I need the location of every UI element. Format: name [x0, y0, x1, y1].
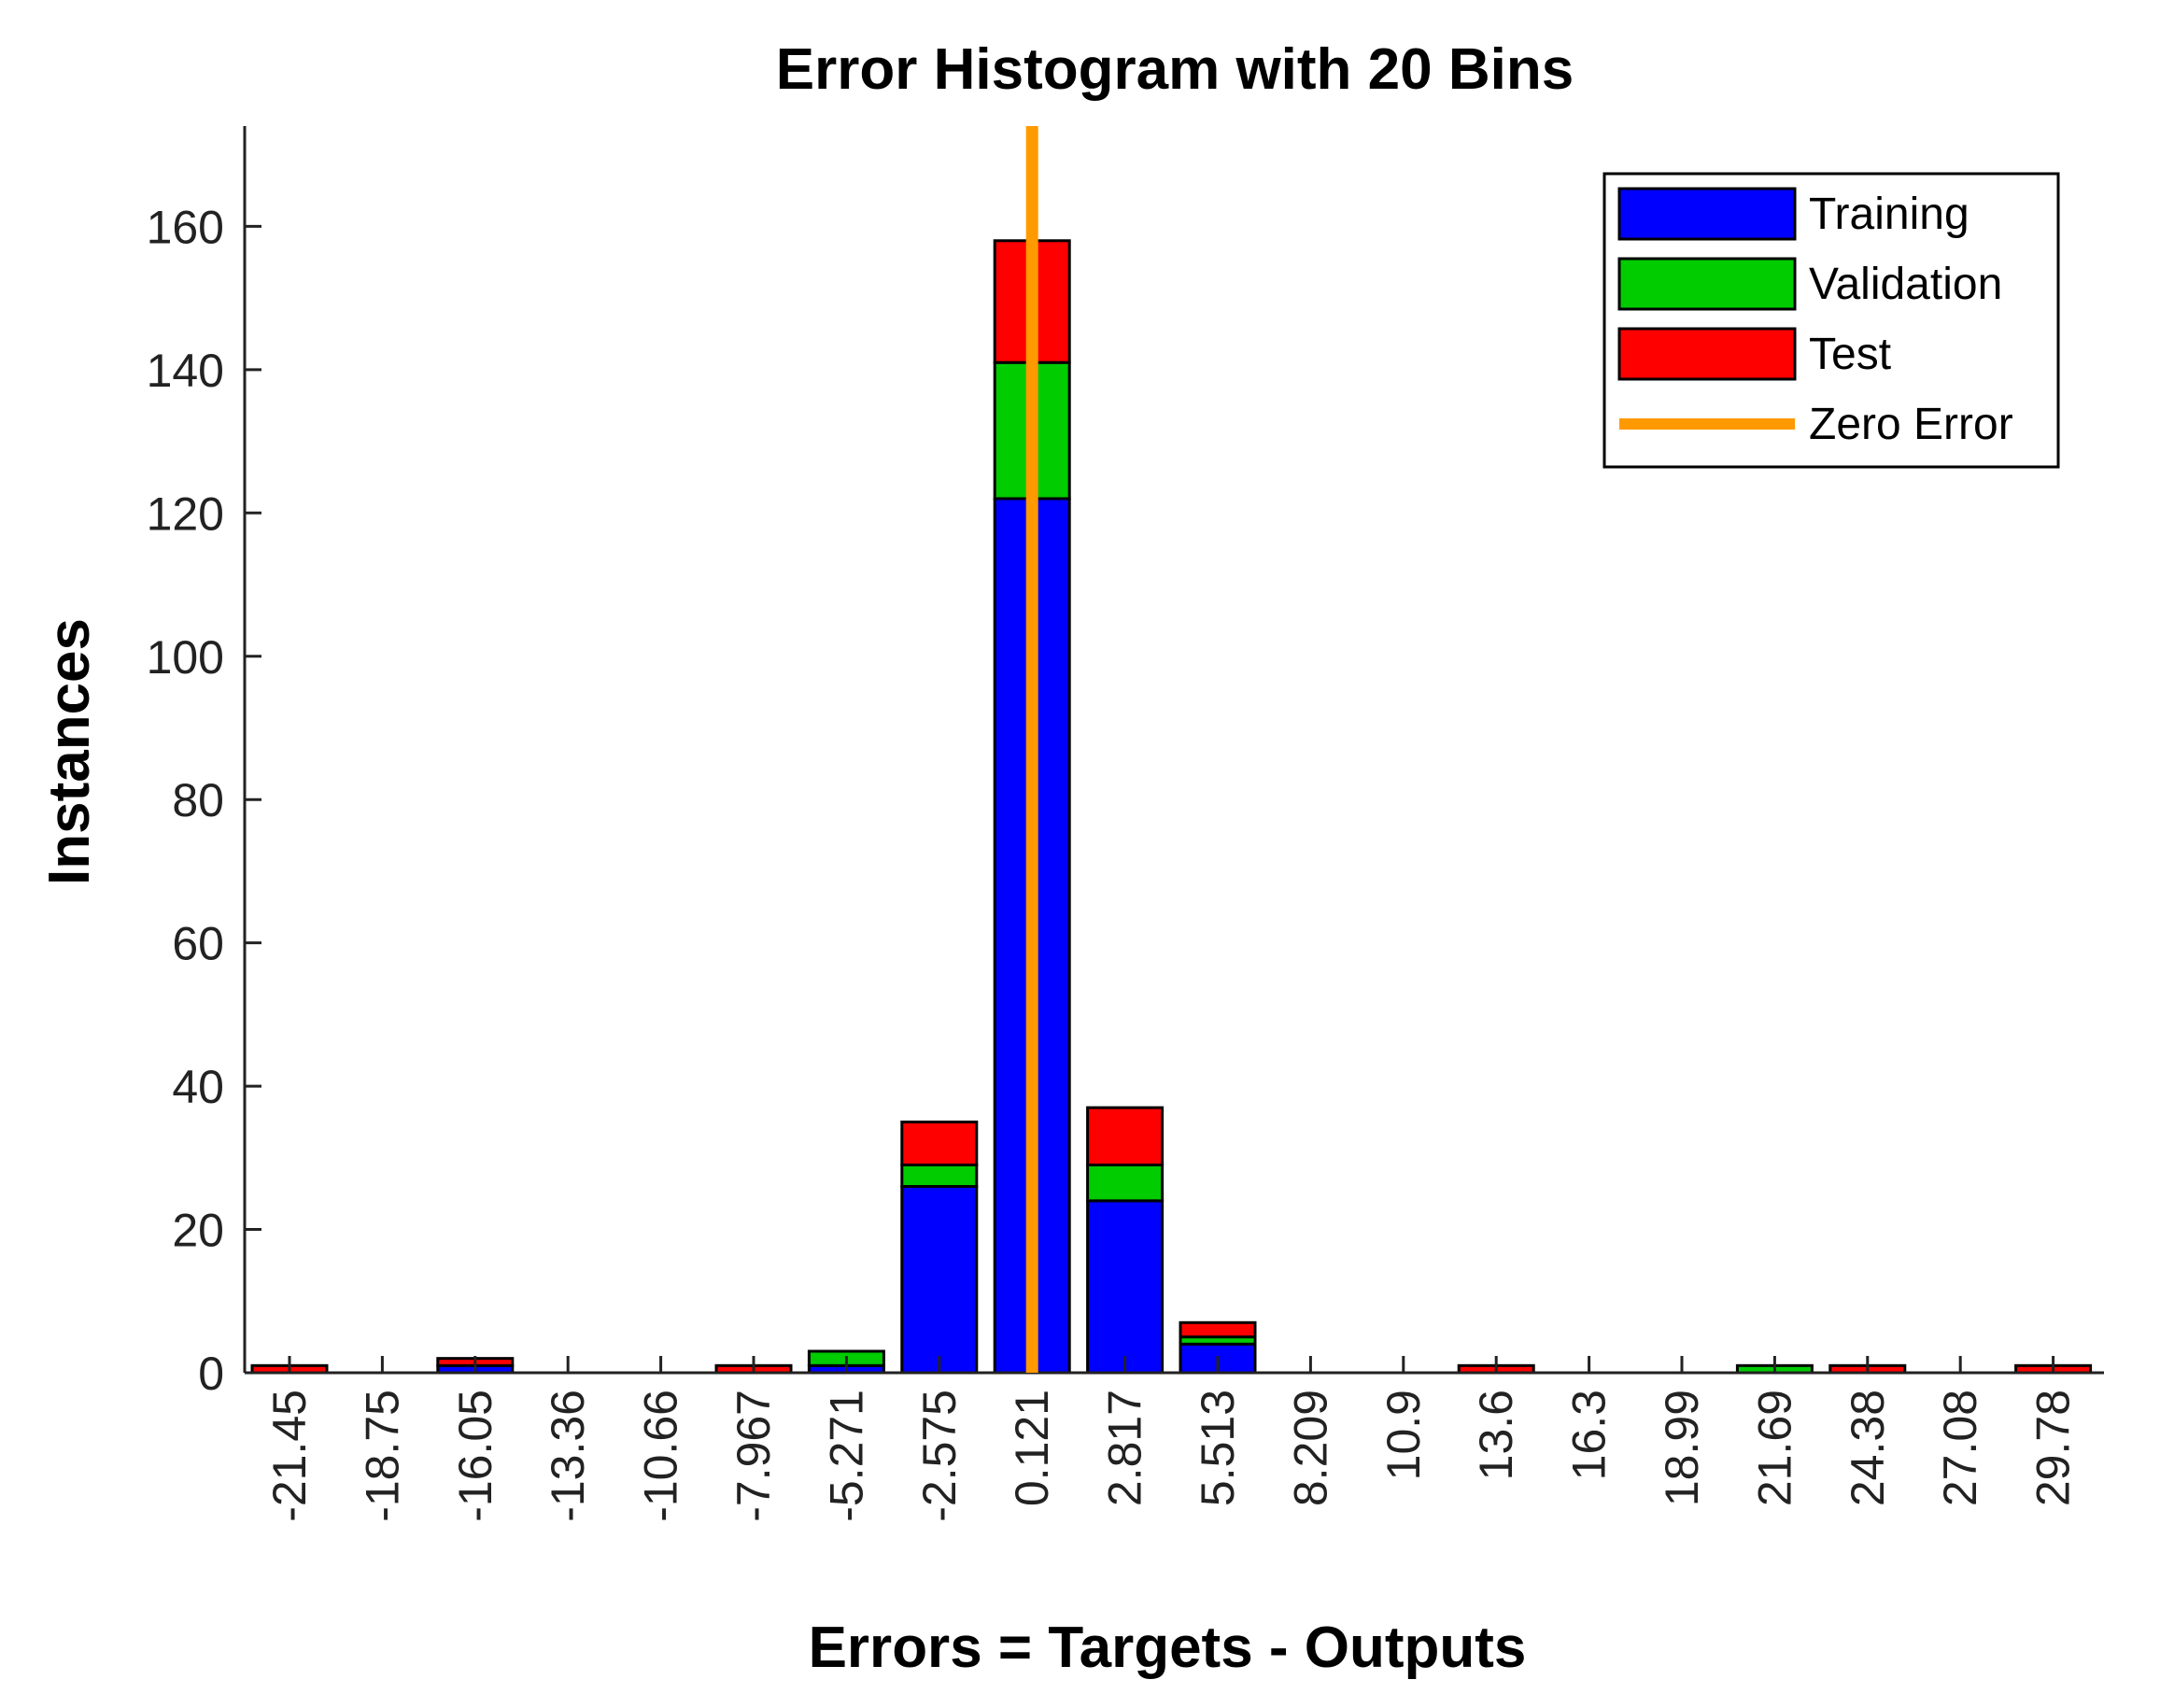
x-axis-label: Errors = Targets - Outputs	[809, 1616, 1527, 1680]
legend-label-zero-error: Zero Error	[1809, 400, 2013, 449]
x-tick-label-17: 24.38	[1842, 1390, 1894, 1506]
y-tick-label-0: 0	[198, 1348, 224, 1400]
x-tick-label-14: 16.3	[1563, 1390, 1616, 1480]
x-tick-label-8: 0.121	[1006, 1390, 1058, 1506]
x-tick-label-7: -2.575	[913, 1390, 966, 1522]
x-tick-label-10: 5.513	[1192, 1390, 1244, 1506]
x-tick-label-18: 27.08	[1934, 1390, 1986, 1506]
bar-segment-validation-7	[900, 1164, 979, 1189]
x-tick-label-1: -18.75	[356, 1390, 408, 1522]
bar-segment-test-9	[1086, 1106, 1165, 1167]
legend-swatch-training	[1617, 187, 1797, 241]
bar-segment-training-9	[1086, 1199, 1165, 1375]
y-tick-label-60: 60	[172, 918, 224, 970]
x-tick-label-6: -5.271	[820, 1390, 872, 1522]
legend: Training Validation Test Zero Error	[1602, 172, 2060, 469]
chart-title: Error Histogram with 20 Bins	[776, 37, 1574, 102]
x-tick-label-0: -21.45	[263, 1390, 316, 1522]
x-tick-label-12: 10.9	[1377, 1390, 1430, 1480]
x-tick-label-13: 13.6	[1470, 1390, 1522, 1480]
x-tick-label-3: -13.36	[542, 1390, 594, 1522]
x-tick-label-11: 8.209	[1284, 1390, 1336, 1506]
y-tick-label-140: 140	[147, 345, 224, 397]
y-tick-label-20: 20	[172, 1205, 224, 1257]
y-tick-label-160: 160	[147, 201, 224, 253]
x-tick-label-5: -7.967	[727, 1390, 780, 1522]
x-tick-label-4: -10.66	[635, 1390, 687, 1522]
legend-swatch-test	[1617, 327, 1797, 381]
x-tick-label-16: 21.69	[1748, 1390, 1800, 1506]
y-tick-label-40: 40	[172, 1061, 224, 1113]
legend-swatch-validation	[1617, 257, 1797, 311]
y-axis-label: Instances	[37, 618, 102, 885]
bar-segment-test-10	[1179, 1320, 1257, 1339]
legend-label-validation: Validation	[1809, 260, 2002, 309]
bar-segment-training-7	[900, 1185, 979, 1375]
x-tick-label-2: -16.05	[449, 1390, 501, 1522]
legend-label-training: Training	[1809, 190, 1969, 239]
y-tick-label-100: 100	[147, 631, 224, 684]
x-tick-label-9: 2.817	[1099, 1390, 1151, 1506]
y-tick-label-80: 80	[172, 774, 224, 826]
bar-segment-test-7	[900, 1120, 979, 1167]
x-tick-label-15: 18.99	[1656, 1390, 1708, 1506]
x-tick-label-19: 29.78	[2027, 1390, 2080, 1506]
legend-label-test: Test	[1809, 330, 1891, 379]
y-tick-label-120: 120	[147, 487, 224, 540]
bar-segment-validation-9	[1086, 1164, 1165, 1203]
